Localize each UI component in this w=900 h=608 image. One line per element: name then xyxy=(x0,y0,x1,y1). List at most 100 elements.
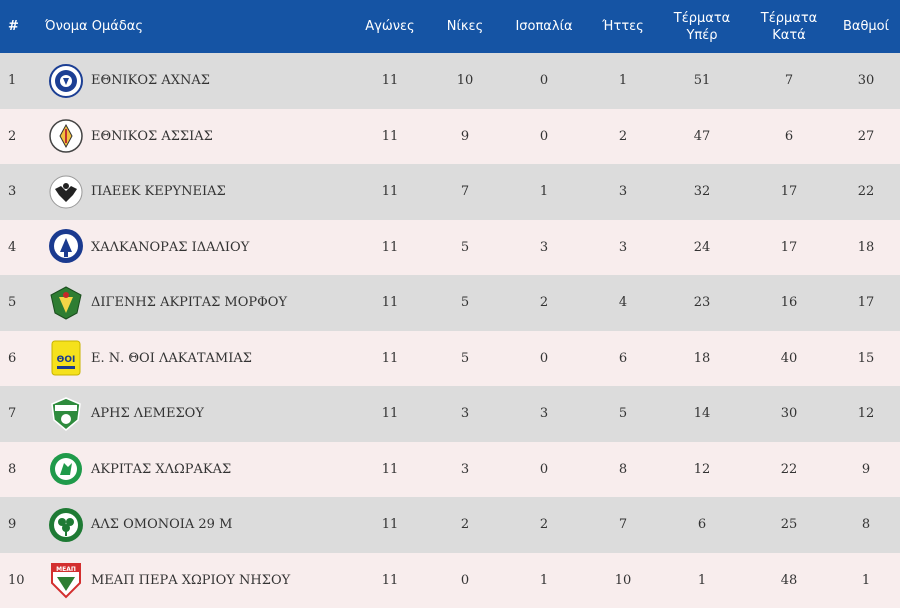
played-cell: 11 xyxy=(350,53,430,109)
header-goals-against-line2: Κατά xyxy=(772,28,806,43)
team-cell[interactable]: ΑΚΡΙΤΑΣ ΧΛΩΡΑΚΑΣ xyxy=(45,442,350,498)
header-draws[interactable]: Ισοπαλία xyxy=(500,0,588,53)
paeek-crest-icon xyxy=(48,173,84,211)
draws-cell: 3 xyxy=(500,220,588,276)
svg-text:ΜΕΑΠ: ΜΕΑΠ xyxy=(56,566,76,573)
chalkanoras-crest-icon xyxy=(48,228,84,266)
header-wins[interactable]: Νίκες xyxy=(430,0,500,53)
position-cell: 5 xyxy=(0,275,45,331)
team-cell[interactable]: ΧΑΛΚΑΝΟΡΑΣ ΙΔΑΛΙΟΥ xyxy=(45,220,350,276)
played-cell: 11 xyxy=(350,553,430,608)
table-header-row: # Όνομα Ομάδας Αγώνες Νίκες Ισοπαλία Ήττ… xyxy=(0,0,900,53)
played-cell: 11 xyxy=(350,331,430,387)
team-name-link[interactable]: ΔΙΓΕΝΗΣ ΑΚΡΙΤΑΣ ΜΟΡΦΟΥ xyxy=(91,295,287,310)
points-cell: 1 xyxy=(832,553,900,608)
team-cell[interactable]: ΔΙΓΕΝΗΣ ΑΚΡΙΤΑΣ ΜΟΡΦΟΥ xyxy=(45,275,350,331)
team-cell[interactable]: ΠΑΕΕΚ ΚΕΡΥΝΕΙΑΣ xyxy=(45,164,350,220)
played-cell: 11 xyxy=(350,497,430,553)
team-cell[interactable]: ΘΟΙ Ε. Ν. ΘΟΙ ΛΑΚΑΤΑΜΙΑΣ xyxy=(45,331,350,387)
played-cell: 11 xyxy=(350,386,430,442)
position-cell: 3 xyxy=(0,164,45,220)
goals-against-cell: 17 xyxy=(746,164,832,220)
losses-cell: 5 xyxy=(588,386,658,442)
header-position[interactable]: # xyxy=(0,0,45,53)
team-name-link[interactable]: ΕΘΝΙΚΟΣ ΑΧΝΑΣ xyxy=(91,73,210,88)
team-name-link[interactable]: ΕΘΝΙΚΟΣ ΑΣΣΙΑΣ xyxy=(91,129,213,144)
wins-cell: 0 xyxy=(430,553,500,608)
goals-against-cell: 7 xyxy=(746,53,832,109)
wins-cell: 5 xyxy=(430,331,500,387)
goals-against-cell: 17 xyxy=(746,220,832,276)
team-name-link[interactable]: ΑΚΡΙΤΑΣ ΧΛΩΡΑΚΑΣ xyxy=(91,462,231,477)
team-cell[interactable]: ΕΘΝΙΚΟΣ ΑΣΣΙΑΣ xyxy=(45,109,350,165)
goals-against-cell: 30 xyxy=(746,386,832,442)
points-cell: 30 xyxy=(832,53,900,109)
header-losses[interactable]: Ήττες xyxy=(588,0,658,53)
draws-cell: 0 xyxy=(500,53,588,109)
team-cell[interactable]: ΑΛΣ ΟΜΟΝΟΙΑ 29 Μ xyxy=(45,497,350,553)
omonoia-crest-icon xyxy=(48,506,84,544)
wins-cell: 9 xyxy=(430,109,500,165)
wins-cell: 2 xyxy=(430,497,500,553)
goals-against-cell: 25 xyxy=(746,497,832,553)
goals-for-cell: 18 xyxy=(658,331,746,387)
losses-cell: 4 xyxy=(588,275,658,331)
losses-cell: 6 xyxy=(588,331,658,387)
draws-cell: 0 xyxy=(500,109,588,165)
header-goals-for[interactable]: Τέρματα Υπέρ xyxy=(658,0,746,53)
goals-for-cell: 12 xyxy=(658,442,746,498)
header-team-name[interactable]: Όνομα Ομάδας xyxy=(45,0,350,53)
wins-cell: 3 xyxy=(430,386,500,442)
goals-against-cell: 48 xyxy=(746,553,832,608)
team-name-link[interactable]: ΠΑΕΕΚ ΚΕΡΥΝΕΙΑΣ xyxy=(91,184,226,199)
team-cell[interactable]: ΑΡΗΣ ΛΕΜΕΣΟΥ xyxy=(45,386,350,442)
team-name-link[interactable]: ΧΑΛΚΑΝΟΡΑΣ ΙΔΑΛΙΟΥ xyxy=(91,240,249,255)
played-cell: 11 xyxy=(350,220,430,276)
team-cell[interactable]: ΜΕΑΠ ΜΕΑΠ ΠΕΡΑ ΧΩΡΙΟΥ ΝΗΣΟΥ xyxy=(45,553,350,608)
losses-cell: 10 xyxy=(588,553,658,608)
team-name-link[interactable]: ΜΕΑΠ ΠΕΡΑ ΧΩΡΙΟΥ ΝΗΣΟΥ xyxy=(91,573,290,588)
svg-text:ΘΟΙ: ΘΟΙ xyxy=(57,355,76,365)
played-cell: 11 xyxy=(350,164,430,220)
draws-cell: 2 xyxy=(500,497,588,553)
header-points[interactable]: Βαθμοί xyxy=(832,0,900,53)
points-cell: 27 xyxy=(832,109,900,165)
team-name-link[interactable]: ΑΛΣ ΟΜΟΝΟΙΑ 29 Μ xyxy=(91,517,232,532)
goals-for-cell: 23 xyxy=(658,275,746,331)
goals-for-cell: 6 xyxy=(658,497,746,553)
points-cell: 12 xyxy=(832,386,900,442)
team-name-link[interactable]: Ε. Ν. ΘΟΙ ΛΑΚΑΤΑΜΙΑΣ xyxy=(91,351,252,366)
losses-cell: 3 xyxy=(588,220,658,276)
losses-cell: 1 xyxy=(588,53,658,109)
wins-cell: 10 xyxy=(430,53,500,109)
team-cell[interactable]: ΕΘΝΙΚΟΣ ΑΧΝΑΣ xyxy=(45,53,350,109)
header-played[interactable]: Αγώνες xyxy=(350,0,430,53)
team-name-link[interactable]: ΑΡΗΣ ΛΕΜΕΣΟΥ xyxy=(91,406,204,421)
thoi-crest-icon: ΘΟΙ xyxy=(48,339,84,377)
goals-for-cell: 1 xyxy=(658,553,746,608)
goals-against-cell: 22 xyxy=(746,442,832,498)
akritas-crest-icon xyxy=(48,450,84,488)
position-cell: 6 xyxy=(0,331,45,387)
goals-for-cell: 51 xyxy=(658,53,746,109)
position-cell: 2 xyxy=(0,109,45,165)
position-cell: 8 xyxy=(0,442,45,498)
header-goals-for-line2: Υπέρ xyxy=(686,28,717,43)
header-goals-for-line1: Τέρματα xyxy=(674,11,730,26)
draws-cell: 1 xyxy=(500,164,588,220)
played-cell: 11 xyxy=(350,109,430,165)
position-cell: 10 xyxy=(0,553,45,608)
points-cell: 17 xyxy=(832,275,900,331)
